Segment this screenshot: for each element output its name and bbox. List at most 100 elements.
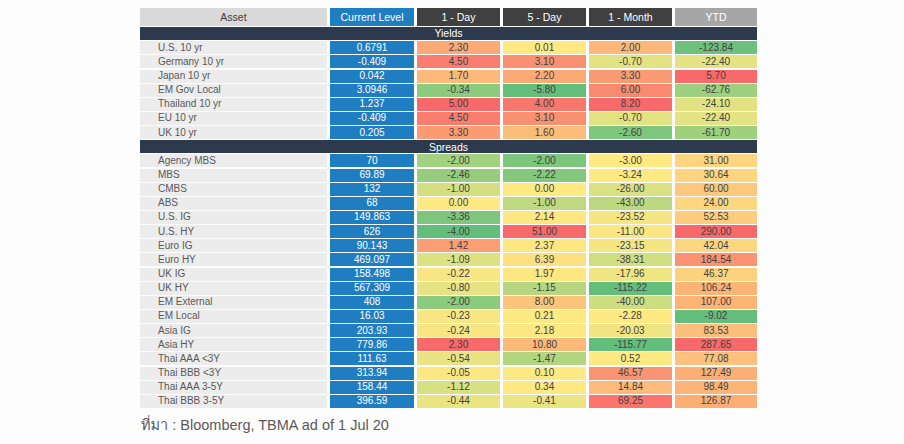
change-cell: 2.37: [503, 239, 586, 252]
change-cell: -40.00: [589, 296, 672, 309]
table-row: MBS69.89-2.46-2.22-3.2430.64: [140, 169, 757, 182]
change-cell: 0.34: [503, 381, 586, 394]
table-row: UK IG158.498-0.221.97-17.9646.37: [140, 268, 757, 281]
column-header-5-day: 5 - Day: [503, 8, 586, 26]
change-cell: -0.44: [417, 395, 500, 408]
change-cell: 2.20: [503, 70, 586, 83]
current-level-cell: 626: [330, 225, 414, 238]
change-cell: -61.70: [675, 126, 757, 139]
change-cell: -17.96: [589, 268, 672, 281]
section-title-yields: Yields: [140, 27, 757, 40]
current-level-cell: 0.042: [330, 70, 414, 83]
change-cell: 184.54: [675, 253, 757, 266]
change-cell: -1.15: [503, 282, 586, 295]
current-level-cell: 567.309: [330, 282, 414, 295]
current-level-cell: 779.86: [330, 338, 414, 351]
asset-label: EM Gov Local: [140, 84, 327, 97]
current-level-cell: 313.94: [330, 367, 414, 380]
change-cell: 1.60: [503, 126, 586, 139]
asset-label: Thai AAA <3Y: [140, 352, 327, 365]
table-row: Agency MBS70-2.00-2.00-3.0031.00: [140, 154, 757, 167]
asset-label: Asia IG: [140, 324, 327, 337]
asset-label: Japan 10 yr: [140, 70, 327, 83]
table-row: EU 10 yr-0.4094.503.10-0.70-22.40: [140, 112, 757, 125]
change-cell: -20.03: [589, 324, 672, 337]
table-row: Thailand 10 yr1.2375.004.008.20-24.10: [140, 98, 757, 111]
change-cell: -0.70: [589, 55, 672, 68]
change-cell: -3.36: [417, 211, 500, 224]
change-cell: -2.00: [503, 154, 586, 167]
change-cell: 127.49: [675, 367, 757, 380]
change-cell: 4.50: [417, 55, 500, 68]
asset-label: Thailand 10 yr: [140, 98, 327, 111]
change-cell: 6.00: [589, 84, 672, 97]
current-level-cell: 70: [330, 154, 414, 167]
change-cell: 31.00: [675, 154, 757, 167]
change-cell: -38.31: [589, 253, 672, 266]
current-level-cell: 149.863: [330, 211, 414, 224]
change-cell: 60.00: [675, 183, 757, 196]
change-cell: 1.70: [417, 70, 500, 83]
change-cell: -2.00: [417, 296, 500, 309]
change-cell: 2.00: [589, 41, 672, 54]
asset-label: Agency MBS: [140, 154, 327, 167]
change-cell: 2.30: [417, 338, 500, 351]
change-cell: -2.46: [417, 169, 500, 182]
change-cell: 2.14: [503, 211, 586, 224]
asset-label: CMBS: [140, 183, 327, 196]
change-cell: 46.37: [675, 268, 757, 281]
change-cell: 0.01: [503, 41, 586, 54]
change-cell: -0.80: [417, 282, 500, 295]
change-cell: 4.50: [417, 112, 500, 125]
change-cell: 106.24: [675, 282, 757, 295]
change-cell: -123.84: [675, 41, 757, 54]
table-row: UK HY567.309-0.80-1.15-115.22106.24: [140, 282, 757, 295]
table-row: EM Gov Local3.0946-0.34-5.806.00-62.76: [140, 84, 757, 97]
asset-label: UK IG: [140, 268, 327, 281]
table-row: Euro IG90.1431.422.37-23.1542.04: [140, 239, 757, 252]
change-cell: -3.00: [589, 154, 672, 167]
change-cell: 0.21: [503, 310, 586, 323]
asset-label: EU 10 yr: [140, 112, 327, 125]
asset-label: UK 10 yr: [140, 126, 327, 139]
current-level-cell: 111.63: [330, 352, 414, 365]
change-cell: 4.00: [503, 98, 586, 111]
column-header-current-level: Current Level: [330, 8, 414, 26]
change-cell: -2.60: [589, 126, 672, 139]
report-canvas: Asset Current Level 1 - Day 5 - Day 1 - …: [0, 0, 904, 444]
table-row: U.S. HY626-4.0051.00-11.00290.00: [140, 225, 757, 238]
change-cell: 3.30: [589, 70, 672, 83]
asset-label: U.S. IG: [140, 211, 327, 224]
asset-label: Asia HY: [140, 338, 327, 351]
change-cell: -23.52: [589, 211, 672, 224]
current-level-cell: 16.03: [330, 310, 414, 323]
change-cell: -22.40: [675, 55, 757, 68]
current-level-cell: 0.205: [330, 126, 414, 139]
asset-label: Euro IG: [140, 239, 327, 252]
column-header-asset: Asset: [140, 8, 327, 26]
current-level-cell: 90.143: [330, 239, 414, 252]
change-cell: -3.24: [589, 169, 672, 182]
asset-label: Thai BBB <3Y: [140, 367, 327, 380]
table-row: U.S. 10 yr0.67912.300.012.00-123.84: [140, 41, 757, 54]
change-cell: -24.10: [675, 98, 757, 111]
table-row: ABS680.00-1.00-43.0024.00: [140, 197, 757, 210]
change-cell: -1.09: [417, 253, 500, 266]
asset-label: Thai BBB 3-5Y: [140, 395, 327, 408]
current-level-cell: 132: [330, 183, 414, 196]
change-cell: 5.00: [417, 98, 500, 111]
change-cell: 1.97: [503, 268, 586, 281]
table-row: UK 10 yr0.2053.301.60-2.60-61.70: [140, 126, 757, 139]
current-level-cell: 69.89: [330, 169, 414, 182]
change-cell: -43.00: [589, 197, 672, 210]
change-cell: -115.77: [589, 338, 672, 351]
table-row: Thai BBB 3-5Y396.59-0.44-0.4169.25126.87: [140, 395, 757, 408]
change-cell: 3.10: [503, 112, 586, 125]
change-cell: 1.42: [417, 239, 500, 252]
change-cell: -2.28: [589, 310, 672, 323]
change-cell: -1.47: [503, 352, 586, 365]
change-cell: 83.53: [675, 324, 757, 337]
table-row: Asia IG203.93-0.242.18-20.0383.53: [140, 324, 757, 337]
change-cell: 30.64: [675, 169, 757, 182]
change-cell: 126.87: [675, 395, 757, 408]
